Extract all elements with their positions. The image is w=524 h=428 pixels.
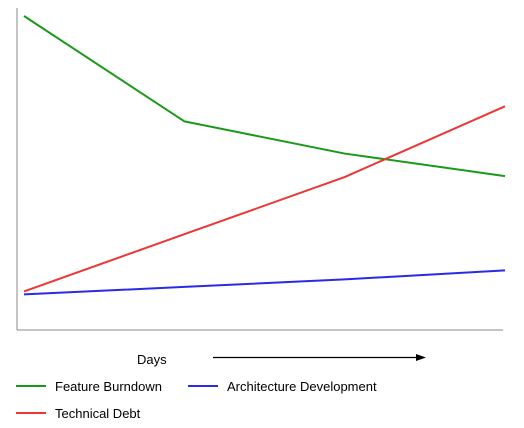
legend-item-feature-burndown: Feature Burndown (16, 379, 162, 394)
legend-label: Architecture Development (227, 379, 377, 394)
legend-item-architecture-development: Architecture Development (188, 379, 377, 394)
x-axis-label: Days (137, 352, 167, 367)
legend-item-technical-debt: Technical Debt (16, 406, 141, 421)
x-axis-arrow (213, 354, 426, 361)
series-line-architecture-development (23, 269, 506, 296)
legend-label: Technical Debt (55, 406, 141, 421)
legend-label: Feature Burndown (55, 379, 162, 394)
series-layer (23, 15, 506, 296)
series-line-feature-burndown (23, 15, 506, 178)
legend: Feature Burndown Architecture Developmen… (16, 379, 377, 421)
series-line-technical-debt (23, 105, 506, 293)
